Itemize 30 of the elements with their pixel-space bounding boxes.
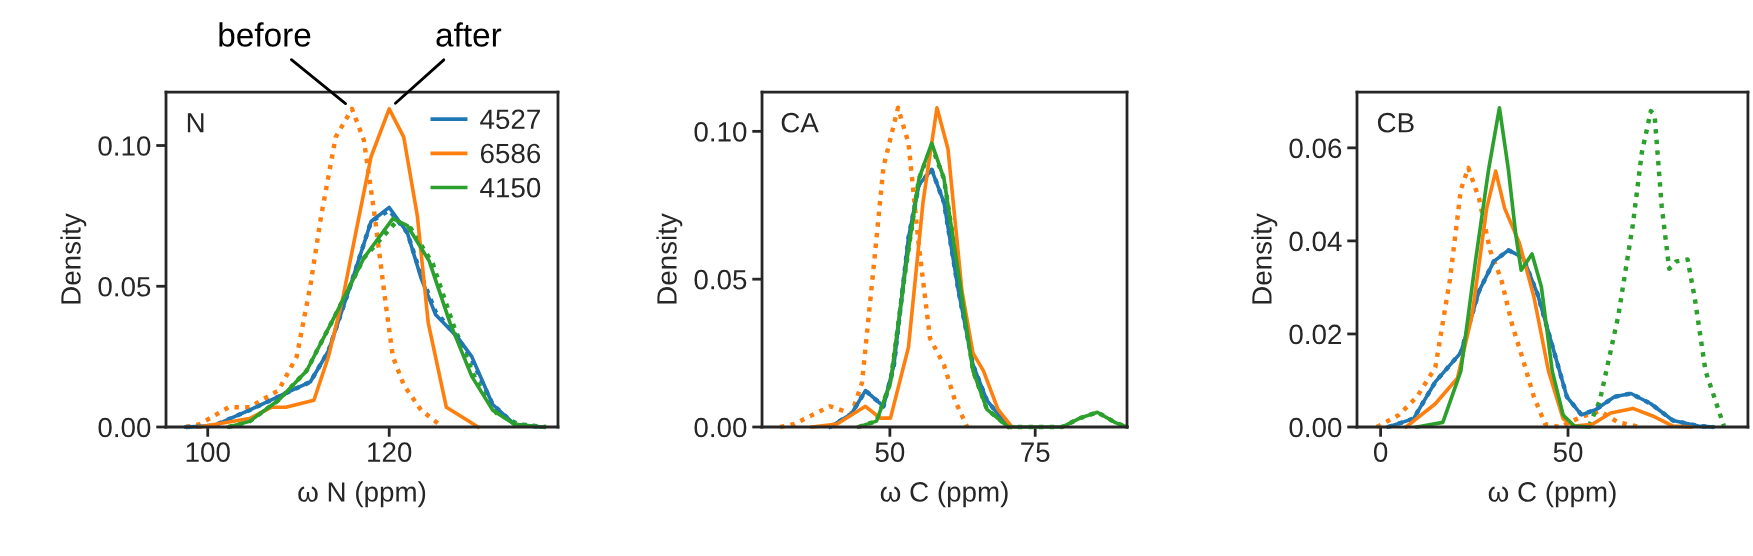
legend-label: 6586 [480, 143, 541, 164]
x-axis-title: ω N (ppm) [298, 481, 426, 508]
annotation: after [436, 22, 502, 47]
text: N [187, 113, 204, 133]
y-tick-label: 0.06 [1289, 138, 1342, 159]
y-tick-label: 0.05 [98, 276, 151, 297]
x-tick-label: 0 [1373, 442, 1388, 462]
y-axis-title: Density [60, 213, 87, 304]
text: CA [781, 112, 819, 133]
x-tick-label: 120 [368, 442, 412, 462]
y-axis-title: Density [656, 213, 683, 304]
y-axis-title: Density [1251, 213, 1278, 304]
legend-label: 4527 [480, 109, 540, 130]
x-tick-label: 75 [1021, 442, 1050, 462]
text: CB [1377, 112, 1414, 133]
y-tick-label: 0.10 [694, 122, 747, 142]
legend-label: 4150 [480, 177, 541, 198]
y-tick-label: 0.00 [694, 417, 747, 438]
y-tick-label: 0.00 [98, 417, 151, 438]
y-tick-label: 0.02 [1289, 324, 1342, 345]
x-tick-label: 50 [875, 442, 905, 462]
x-tick-label: 50 [1553, 442, 1583, 462]
y-tick-label: 0.00 [1289, 417, 1342, 438]
x-tick-label: 100 [186, 442, 230, 462]
x-axis-title: ω C (ppm) [880, 481, 1008, 508]
y-tick-label: 0.10 [98, 136, 151, 156]
y-tick-label: 0.05 [694, 269, 747, 290]
annotation: before [219, 22, 311, 47]
x-axis-title: ω C (ppm) [1488, 481, 1616, 508]
y-tick-label: 0.04 [1289, 231, 1342, 252]
